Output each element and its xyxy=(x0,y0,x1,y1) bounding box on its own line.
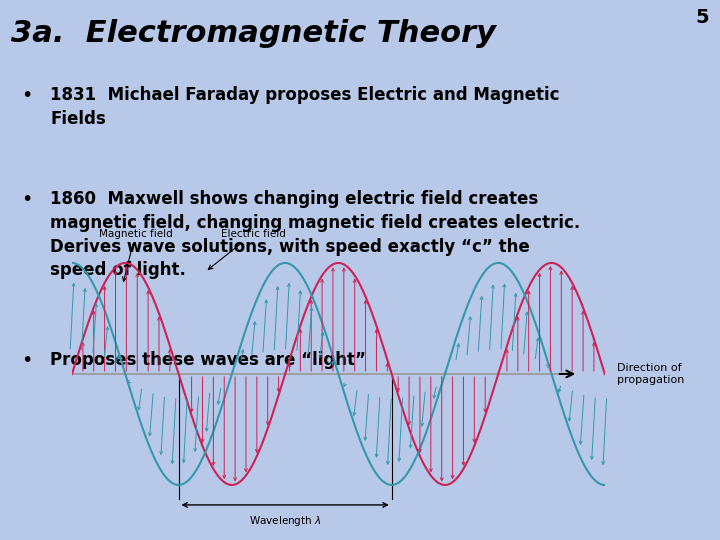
Text: Direction of
propagation: Direction of propagation xyxy=(617,363,685,384)
Text: Magnetic field: Magnetic field xyxy=(99,228,172,281)
Text: •: • xyxy=(22,86,33,105)
Text: Electric field: Electric field xyxy=(208,228,286,269)
Text: •: • xyxy=(22,351,33,370)
Text: Wavelength $\lambda$: Wavelength $\lambda$ xyxy=(249,514,321,528)
Text: 3a.  Electromagnetic Theory: 3a. Electromagnetic Theory xyxy=(11,19,496,48)
Text: 1831  Michael Faraday proposes Electric and Magnetic
Fields: 1831 Michael Faraday proposes Electric a… xyxy=(50,86,560,128)
Text: 1860  Maxwell shows changing electric field creates
magnetic field, changing mag: 1860 Maxwell shows changing electric fie… xyxy=(50,191,580,279)
Text: 5: 5 xyxy=(696,8,709,27)
Text: •: • xyxy=(22,191,33,210)
Text: Proposes these waves are “light”: Proposes these waves are “light” xyxy=(50,351,366,369)
